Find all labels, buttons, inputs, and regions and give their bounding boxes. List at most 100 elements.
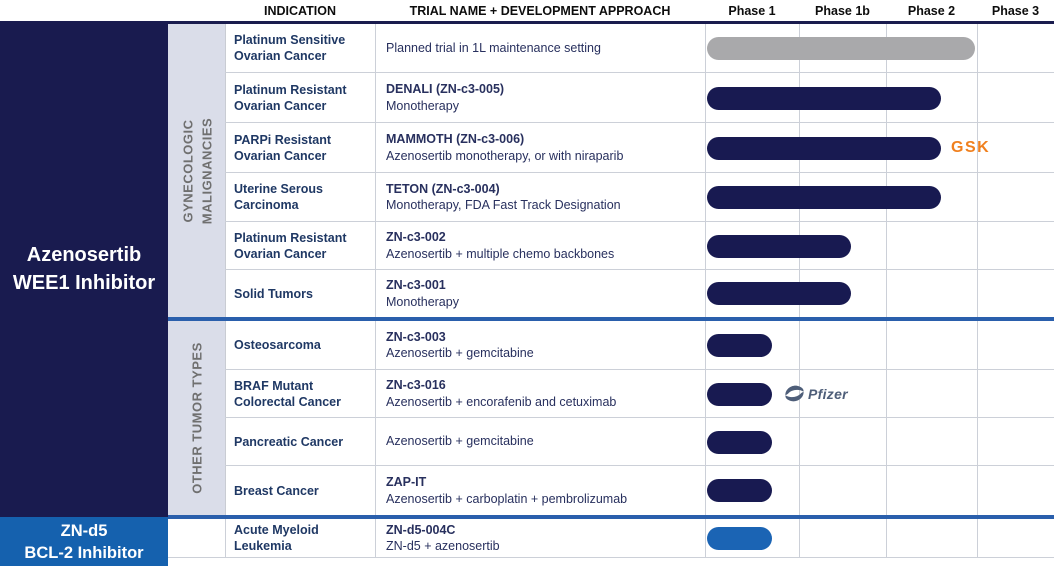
indication-cell: Osteosarcoma <box>234 338 321 352</box>
trial-cell: ZAP-IT Azenosertib + carboplatin + pembro… <box>375 466 705 515</box>
pfizer-logo-text: Pfizer <box>808 385 848 402</box>
grid-line <box>705 24 706 557</box>
program-azenosertib-name: Azenosertib <box>26 244 142 266</box>
section-divider <box>168 515 1054 519</box>
grid-line <box>886 24 887 557</box>
trial-name: ZN-c3-001 <box>386 278 446 292</box>
program-znd5-moa: BCL-2 Inhibitor <box>24 543 144 562</box>
pipeline-row: Pancreatic Cancer Azenosertib + gemcitabi… <box>225 418 1054 466</box>
indication-cell: BRAF Mutant Colorectal Cancer <box>234 378 341 409</box>
indication-cell: Uterine Serous Carcinoma <box>234 182 323 212</box>
indication-cell: Platinum Sensitive Ovarian Cancer <box>234 33 346 63</box>
phase-cell <box>705 519 1054 557</box>
section-label-other-tumors: OTHER TUMOR TYPES <box>189 342 204 494</box>
trial-cell: ZN-c3-001 Monotherapy <box>375 270 705 317</box>
trial-approach: Monotherapy, FDA Fast Track Designation <box>386 198 621 212</box>
phase-cell: Pfizer <box>705 370 1054 417</box>
trial-approach: Monotherapy <box>386 98 459 113</box>
pipeline-row: Breast Cancer ZAP-IT Azenosertib + carbopl… <box>225 466 1054 515</box>
phase-cell <box>705 173 1054 221</box>
trial-cell: MAMMOTH (ZN-c3-006) Azenosertib monothera… <box>375 123 705 172</box>
pipeline-row: Platinum Resistant Ovarian Cancer ZN-c3-0… <box>225 222 1054 270</box>
table-bottom-border <box>168 557 1054 558</box>
indication-column-header: INDICATION <box>264 4 336 18</box>
trial-approach: Azenosertib + carboplatin + pembrolizuma… <box>386 491 628 506</box>
trial-cell: Planned trial in 1L maintenance setting <box>375 24 705 72</box>
section-column-gynecologic: GYNECOLOGIC MALIGNANCIES <box>168 24 226 317</box>
header-rule <box>0 21 1054 24</box>
trial-cell: Azenosertib + gemcitabine <box>375 418 705 465</box>
trial-cell: ZN-c3-002 Azenosertib + multiple chemo ba… <box>375 222 705 269</box>
phase-progress-bar <box>706 136 941 160</box>
program-azenosertib-label: Azenosertib WEE1 Inhibitor <box>13 241 155 297</box>
phase-progress-bar <box>706 186 941 209</box>
pipeline-row: PARPi Resistant Ovarian Cancer MAMMOTH (Z… <box>225 123 1054 173</box>
trial-cell: ZN-d5-004C ZN-d5 + azenosertib <box>375 519 705 557</box>
program-azenosertib-moa: WEE1 Inhibitor <box>12 272 156 294</box>
trial-approach: Azenosertib + gemcitabine <box>386 346 534 360</box>
phase-progress-bar <box>706 526 772 550</box>
trial-cell: ZN-c3-016 Azenosertib + encorafenib and c… <box>375 370 705 417</box>
indication-cell: Acute Myeloid Leukemia <box>234 523 319 553</box>
indication-cell: Solid Tumors <box>234 286 313 301</box>
phase-progress-bar <box>706 479 772 502</box>
trial-column-header: TRIAL NAME + DEVELOPMENT APPROACH <box>409 4 671 18</box>
phase-progress-bar <box>706 382 772 406</box>
section-column-other-tumors: OTHER TUMOR TYPES <box>168 321 226 515</box>
phase-cell <box>705 466 1054 515</box>
phase-3-header: Phase 3 <box>991 4 1040 18</box>
pipeline-row: Platinum Resistant Ovarian Cancer DENALI … <box>225 73 1054 123</box>
pipeline-row: BRAF Mutant Colorectal Cancer ZN-c3-016 Az… <box>225 370 1054 418</box>
trial-name: DENALI (ZN-c3-005) <box>386 82 505 96</box>
trial-name: TETON (ZN-c3-004) <box>386 181 500 196</box>
phase-cell <box>705 418 1054 465</box>
phase-cell <box>705 222 1054 269</box>
trial-name: MAMMOTH (ZN-c3-006) <box>386 132 525 146</box>
phase-1b-header: Phase 1b <box>815 4 870 18</box>
pipeline-row: Solid Tumors ZN-c3-001 Monotherapy <box>225 270 1054 317</box>
trial-approach: Monotherapy <box>386 294 459 309</box>
phase-cell <box>705 73 1054 122</box>
phase-1-header: Phase 1 <box>728 4 776 18</box>
phase-progress-bar <box>706 334 772 357</box>
program-znd5-name: ZN-d5 <box>60 521 108 540</box>
pipeline-row: Platinum Sensitive Ovarian Cancer Planned… <box>225 24 1054 73</box>
pipeline-row: Acute Myeloid Leukemia ZN-d5-004C ZN-d5 + … <box>225 519 1054 557</box>
indication-cell: Breast Cancer <box>234 483 319 498</box>
phase-cell <box>705 321 1054 369</box>
trial-cell: DENALI (ZN-c3-005) Monotherapy <box>375 73 705 122</box>
indication-cell: PARPi Resistant Ovarian Cancer <box>234 132 332 163</box>
trial-name: ZN-c3-003 <box>386 329 446 344</box>
trial-cell: TETON (ZN-c3-004) Monotherapy, FDA Fast T… <box>375 173 705 221</box>
trial-cell: ZN-c3-003 Azenosertib + gemcitabine <box>375 321 705 369</box>
phase-cell: GSK <box>705 123 1054 172</box>
trial-approach: Azenosertib monotherapy, or with nirapar… <box>386 148 624 163</box>
section-divider <box>168 317 1054 321</box>
grid-line <box>977 24 978 557</box>
pfizer-logo: Pfizer <box>783 383 848 404</box>
pfizer-swoosh-icon <box>785 385 804 402</box>
indication-cell: Pancreatic Cancer <box>234 434 344 449</box>
pipeline-row: Osteosarcoma ZN-c3-003 Azenosertib + gemci… <box>225 321 1054 370</box>
phase-progress-bar <box>706 37 976 60</box>
trial-name: ZN-c3-016 <box>386 378 446 392</box>
phase-cell <box>705 270 1054 317</box>
trial-approach: Azenosertib + multiple chemo backbones <box>386 246 615 261</box>
trial-name: ZAP-IT <box>386 475 427 489</box>
grid-line <box>375 24 376 557</box>
program-azenosertib-banner: Azenosertib WEE1 Inhibitor <box>0 21 168 517</box>
trial-name: ZN-d5-004C <box>386 522 456 537</box>
phase-progress-bar <box>706 234 852 258</box>
trial-approach: ZN-d5 + azenosertib <box>386 539 500 553</box>
program-znd5-label: ZN-d5 BCL-2 Inhibitor <box>24 520 143 564</box>
trial-approach: Azenosertib + encorafenib and cetuximab <box>386 394 617 409</box>
trial-name: ZN-c3-002 <box>386 230 446 244</box>
indication-cell: Platinum Resistant Ovarian Cancer <box>234 82 347 113</box>
phase-2-header: Phase 2 <box>907 4 956 18</box>
phase-cell <box>705 24 1054 72</box>
pipeline-row: Uterine Serous Carcinoma TETON (ZN-c3-004… <box>225 173 1054 222</box>
section-label-gynecologic: GYNECOLOGIC MALIGNANCIES <box>179 117 214 224</box>
indication-cell: Platinum Resistant Ovarian Cancer <box>234 230 347 261</box>
phase-progress-bar <box>706 430 772 454</box>
